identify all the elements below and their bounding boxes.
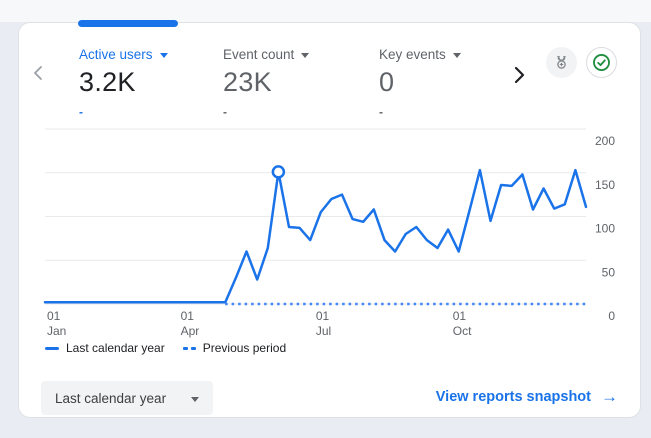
legend-label: Previous period bbox=[202, 341, 287, 355]
x-axis-label-day: 01 bbox=[47, 309, 61, 323]
metric-change: - bbox=[223, 105, 227, 119]
x-axis-label-month: Jan bbox=[47, 324, 66, 338]
x-axis-label-day: 01 bbox=[316, 309, 330, 323]
metric-active-users: Active users 3.2K - bbox=[79, 47, 168, 119]
x-axis-label-month: Apr bbox=[181, 324, 200, 338]
metric-selector-active-users[interactable]: Active users bbox=[79, 47, 168, 62]
metric-label: Active users bbox=[79, 47, 153, 62]
metric-value: 3.2K bbox=[79, 67, 136, 97]
chevron-down-icon bbox=[452, 53, 461, 58]
chart-legend: Last calendar year Previous period bbox=[45, 341, 286, 355]
benchmarking-button[interactable] bbox=[546, 47, 577, 78]
dashed-line-swatch-icon bbox=[182, 346, 196, 350]
metric-value: 23K bbox=[223, 67, 272, 97]
metric-label: Event count bbox=[223, 47, 295, 62]
data-point-marker bbox=[271, 165, 286, 179]
y-axis-label: 200 bbox=[595, 134, 615, 148]
metrics-prev-button[interactable] bbox=[25, 59, 53, 87]
active-tab-indicator bbox=[78, 20, 178, 27]
legend-label: Last calendar year bbox=[66, 341, 165, 355]
metric-value: 0 bbox=[379, 67, 395, 97]
metric-label: Key events bbox=[379, 47, 446, 62]
date-range-selector[interactable]: Last calendar year bbox=[41, 381, 213, 415]
y-axis-label: 100 bbox=[595, 222, 615, 236]
legend-item-previous-period: Previous period bbox=[182, 341, 287, 355]
x-axis-label-day: 01 bbox=[181, 309, 195, 323]
metric-selector-event-count[interactable]: Event count bbox=[223, 47, 310, 62]
x-axis-label-month: Oct bbox=[453, 324, 472, 338]
overview-card: Active users 3.2K - Event count 23K - Ke… bbox=[18, 22, 641, 418]
chevron-down-icon bbox=[191, 396, 199, 402]
solid-line-swatch-icon bbox=[45, 346, 59, 350]
medal-icon bbox=[557, 55, 566, 69]
chevron-right-icon bbox=[514, 66, 525, 84]
metric-change: - bbox=[379, 105, 383, 119]
legend-item-last-calendar-year: Last calendar year bbox=[45, 341, 165, 355]
chevron-left-icon bbox=[34, 66, 42, 80]
arrow-right-icon: → bbox=[601, 387, 618, 406]
x-axis-label-day: 01 bbox=[453, 309, 467, 323]
chevron-down-icon bbox=[159, 53, 168, 58]
data-quality-button[interactable] bbox=[586, 47, 617, 78]
y-axis-label: 0 bbox=[608, 309, 615, 323]
link-label: View reports snapshot bbox=[435, 389, 591, 405]
metric-event-count: Event count 23K - bbox=[223, 47, 310, 119]
metric-selector-key-events[interactable]: Key events bbox=[379, 47, 461, 62]
check-circle-icon bbox=[593, 54, 610, 71]
metric-key-events: Key events 0 - bbox=[379, 47, 461, 119]
chevron-down-icon bbox=[301, 53, 310, 58]
metrics-next-button[interactable] bbox=[505, 61, 533, 89]
y-axis-label: 50 bbox=[602, 265, 616, 279]
view-reports-snapshot-link[interactable]: View reports snapshot → bbox=[436, 387, 618, 407]
page-background-top bbox=[0, 0, 651, 22]
metric-change: - bbox=[79, 105, 83, 119]
x-axis-label-month: Jul bbox=[316, 324, 331, 338]
y-axis-label: 150 bbox=[595, 178, 615, 192]
date-range-label: Last calendar year bbox=[55, 390, 167, 406]
last-calendar-year-line bbox=[43, 168, 588, 304]
